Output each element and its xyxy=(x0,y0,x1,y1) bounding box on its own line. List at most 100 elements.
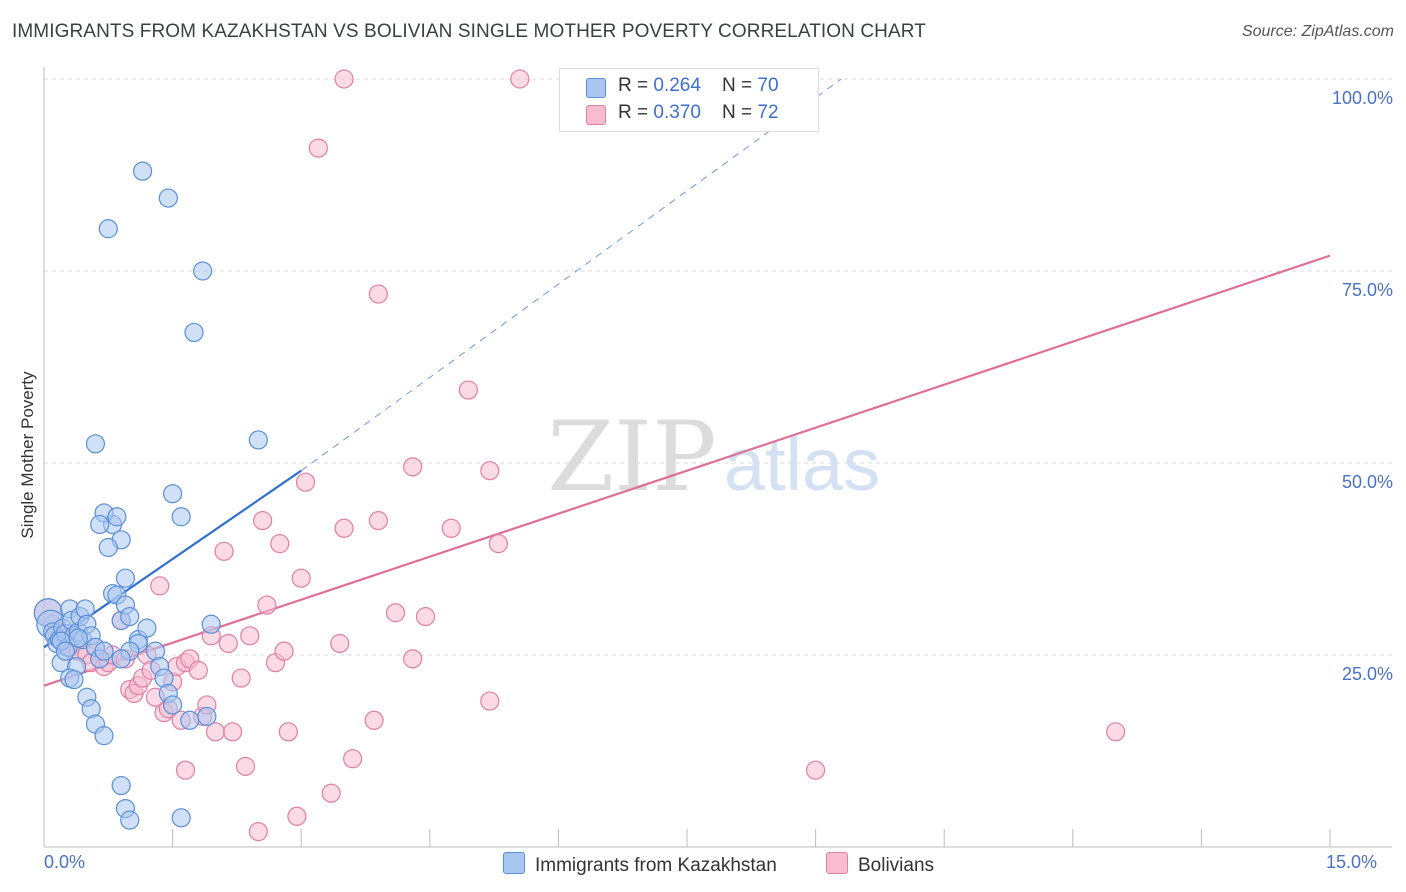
kazakhstan-point xyxy=(120,606,140,627)
watermark-zip: ZIP xyxy=(547,401,716,513)
bolivians-point xyxy=(308,138,328,158)
bolivians-point xyxy=(334,518,354,538)
trend-line-bolivians xyxy=(43,254,1331,687)
bolivians-point xyxy=(295,472,316,492)
kazakhstan-point xyxy=(158,188,178,208)
y-tick-label: 100.0% xyxy=(1332,88,1393,108)
kazakhstan-point xyxy=(64,669,84,690)
legend-n-value: 72 xyxy=(757,102,779,123)
kazakhstan-point xyxy=(94,726,114,746)
bolivians-point xyxy=(343,749,363,769)
legend-n-label: N = xyxy=(722,102,758,123)
trend-lines xyxy=(43,78,1331,687)
kazakhstan-point xyxy=(107,507,127,527)
bolivians-point xyxy=(287,806,307,826)
bolivians-point xyxy=(321,783,341,803)
bolivians-point xyxy=(248,822,268,842)
chart-title: IMMIGRANTS FROM KAZAKHSTAN VS BOLIVIAN S… xyxy=(12,21,926,42)
kazakhstan-point xyxy=(85,434,106,454)
bolivians-point xyxy=(235,756,256,776)
legend-r-label: R = xyxy=(618,102,654,123)
x-tick-label-max: 15.0% xyxy=(1326,852,1378,872)
kazakhstan-point xyxy=(55,641,76,661)
bolivians-point xyxy=(278,722,298,742)
bolivians-point xyxy=(231,668,251,688)
legend-r-value: 0.370 xyxy=(653,102,701,123)
legend-label: Immigrants from Kazakhstan xyxy=(535,855,777,876)
bolivians-point xyxy=(188,660,208,680)
bolivians-point xyxy=(291,568,311,588)
kazakhstan-point xyxy=(98,219,118,239)
kazakhstan-point xyxy=(171,507,191,527)
kazakhstan-point xyxy=(201,614,221,634)
bolivians-point xyxy=(240,626,260,646)
kazakhstan-point xyxy=(193,261,213,281)
legend-swatch-blue xyxy=(503,852,525,874)
bolivians-point xyxy=(480,691,500,711)
legend-item-kazakhstan[interactable]: Immigrants from Kazakhstan xyxy=(503,852,777,877)
legend-n-label: N = xyxy=(722,75,758,96)
legend-n-value: 70 xyxy=(757,75,779,96)
kazakhstan-point xyxy=(184,322,204,343)
bolivians-point xyxy=(368,510,388,531)
kazakhstan-point xyxy=(248,430,268,450)
bolivians-point xyxy=(805,760,826,780)
bolivians-point xyxy=(150,576,170,596)
bolivians-point xyxy=(403,457,423,477)
kazakhstan-point xyxy=(98,537,118,558)
y-tick-labels: 25.0% 50.0% 75.0% 100.0% xyxy=(1332,88,1393,684)
axes xyxy=(43,67,1392,848)
bolivians-point xyxy=(274,641,294,661)
watermark: ZIP atlas xyxy=(547,401,880,513)
bolivians-point xyxy=(1106,722,1126,742)
kazakhstan-point xyxy=(163,695,183,715)
legend-label: Bolivians xyxy=(858,855,935,876)
bolivians-point xyxy=(223,722,243,742)
bolivians-point xyxy=(458,380,478,400)
legend-swatch-pink xyxy=(586,105,606,125)
bolivians-point xyxy=(218,633,238,654)
kazakhstan-point xyxy=(94,641,114,661)
bolivians-point xyxy=(330,633,350,654)
kazakhstan-point xyxy=(132,161,153,181)
bolivians-point xyxy=(334,69,354,89)
legend-r-label: R = xyxy=(618,75,654,96)
bolivians-point xyxy=(364,710,384,730)
bolivians-point xyxy=(510,69,530,89)
legend-swatch-pink xyxy=(826,852,848,874)
bolivians-point xyxy=(385,603,406,623)
gridlines xyxy=(44,78,1392,656)
bolivians-point xyxy=(441,518,461,538)
bolivians-point xyxy=(175,760,196,780)
bolivians-point xyxy=(403,649,423,669)
kazakhstan-point xyxy=(120,810,140,830)
kazakhstan-point xyxy=(111,775,131,796)
legend-item-bolivians[interactable]: Bolivians xyxy=(826,852,934,877)
y-tick-label: 50.0% xyxy=(1342,472,1393,492)
bolivians-point xyxy=(415,606,436,627)
kazakhstan-point xyxy=(180,710,200,730)
data-points xyxy=(33,69,1126,842)
watermark-atlas: atlas xyxy=(724,423,880,506)
source-label: Source: ZipAtlas.com xyxy=(1241,23,1394,40)
x-tick-label-min: 0.0% xyxy=(44,852,86,872)
legend-swatch-blue xyxy=(586,78,606,98)
kazakhstan-point xyxy=(171,808,191,828)
bolivians-point xyxy=(368,284,388,304)
bolivians-point xyxy=(270,534,290,554)
bolivians-point xyxy=(480,461,500,481)
bolivians-point xyxy=(488,534,508,554)
kazakhstan-point xyxy=(163,484,183,504)
kazakhstan-point xyxy=(115,568,136,588)
legend-r-value: 0.264 xyxy=(653,75,701,96)
bolivians-point xyxy=(214,541,234,561)
kazakhstan-point xyxy=(137,618,157,638)
kazakhstan-point xyxy=(90,514,110,535)
y-tick-label: 75.0% xyxy=(1342,280,1393,300)
kazakhstan-point xyxy=(111,649,131,669)
y-tick-label: 25.0% xyxy=(1342,664,1393,684)
kazakhstan-point xyxy=(197,706,217,727)
kazakhstan-point xyxy=(68,628,88,648)
bolivians-point xyxy=(253,510,273,531)
